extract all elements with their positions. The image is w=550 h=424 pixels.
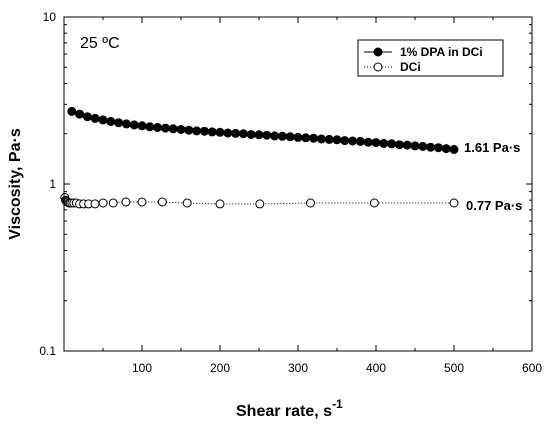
- series-2-point: [255, 199, 265, 209]
- series-1-point: [121, 119, 131, 129]
- series-1-point: [363, 137, 373, 147]
- series-2-point: [215, 199, 225, 209]
- series-1-point: [67, 106, 77, 116]
- series-1-point: [355, 136, 365, 146]
- legend-marker-series-2: [373, 62, 383, 72]
- series-2-point: [90, 199, 100, 209]
- x-tick-label: 200: [210, 361, 230, 375]
- series-1-point: [426, 142, 436, 152]
- legend: 1% DPA in DCi DCi: [357, 39, 504, 77]
- y-axis-title: Viscosity, Pa·s: [7, 128, 24, 240]
- series-2-point: [449, 198, 459, 208]
- series-1-point: [348, 136, 358, 146]
- series-1-point: [324, 134, 334, 144]
- series-2-point: [121, 197, 131, 207]
- data-series: [60, 106, 459, 209]
- series-1-point: [160, 123, 170, 133]
- series-1-point: [293, 132, 303, 142]
- series-1-point: [145, 122, 155, 132]
- series-1-point: [238, 129, 248, 139]
- x-axis-title-text: Shear rate, s: [236, 403, 332, 420]
- series-1-point: [433, 143, 443, 153]
- series-1-point: [192, 126, 202, 136]
- y-tick-label: 10: [43, 10, 57, 24]
- series-2-point: [369, 198, 379, 208]
- series-1-point: [371, 138, 381, 148]
- series-1-point: [254, 130, 264, 140]
- series-2-point: [137, 197, 147, 207]
- series-1-point: [402, 140, 412, 150]
- series-1-point: [449, 145, 459, 154]
- series-1-point: [199, 126, 209, 136]
- series-1-point: [129, 120, 139, 130]
- series-1-point: [301, 133, 311, 143]
- series-1-point: [168, 124, 178, 134]
- series-1-point: [309, 133, 319, 143]
- series-1-point: [387, 139, 397, 149]
- series-1-point: [246, 130, 256, 139]
- tick-labels: 100 200 300 400 500 600 0.1 1 10: [39, 10, 542, 375]
- series-1-point: [277, 131, 287, 141]
- series-1-point: [285, 132, 295, 142]
- legend-label-series-2: DCi: [400, 60, 421, 74]
- x-tick-label: 600: [522, 361, 542, 375]
- series-1-point: [176, 125, 186, 134]
- x-axis-title: Shear rate, s-1: [236, 397, 343, 420]
- x-tick-label: 300: [288, 361, 308, 375]
- series-2-point: [306, 198, 315, 208]
- series-1-point: [215, 127, 225, 137]
- series-1-point: [90, 113, 100, 123]
- series-1-point: [379, 138, 389, 148]
- series-2-end-value: 0.77 Pa·s: [466, 198, 522, 213]
- series-1-point: [184, 125, 194, 135]
- x-tick-label: 500: [444, 361, 464, 375]
- series-1-point: [153, 123, 163, 132]
- series-2-point: [157, 197, 167, 207]
- temperature-label: 25 ºC: [80, 35, 120, 52]
- series-1-point: [270, 131, 280, 141]
- legend-box: [357, 39, 504, 77]
- series-1-point: [418, 141, 428, 151]
- series-1-point: [82, 112, 92, 122]
- series-2-point: [108, 198, 118, 208]
- series-2-point: [182, 198, 192, 208]
- y-tick-label: 0.1: [39, 344, 56, 358]
- legend-marker-series-1: [373, 47, 383, 57]
- series-1-point: [340, 136, 350, 146]
- series-1-point: [98, 115, 108, 125]
- series-1-point: [231, 128, 241, 138]
- x-axis-title-superscript: -1: [332, 397, 343, 411]
- x-tick-label: 400: [366, 361, 386, 375]
- series-1-point: [207, 127, 217, 137]
- legend-label-series-1: 1% DPA in DCi: [400, 45, 483, 59]
- series-1-point: [316, 134, 326, 144]
- y-tick-label: 1: [49, 177, 56, 191]
- series-1-point: [262, 130, 272, 140]
- series-1-point: [223, 128, 233, 138]
- plot-area: [63, 16, 533, 352]
- series-1-point: [75, 109, 85, 119]
- series-1-point: [332, 135, 342, 145]
- series-1-point: [114, 118, 124, 128]
- series-1-point: [410, 141, 420, 151]
- series-1-point: [441, 144, 451, 154]
- series-1-point: [137, 121, 147, 131]
- series-1-point: [106, 116, 116, 126]
- series-1-point: [394, 140, 404, 150]
- series-1-end-value: 1.61 Pa·s: [464, 140, 520, 155]
- series-2-point: [98, 198, 108, 208]
- x-tick-label: 100: [132, 361, 152, 375]
